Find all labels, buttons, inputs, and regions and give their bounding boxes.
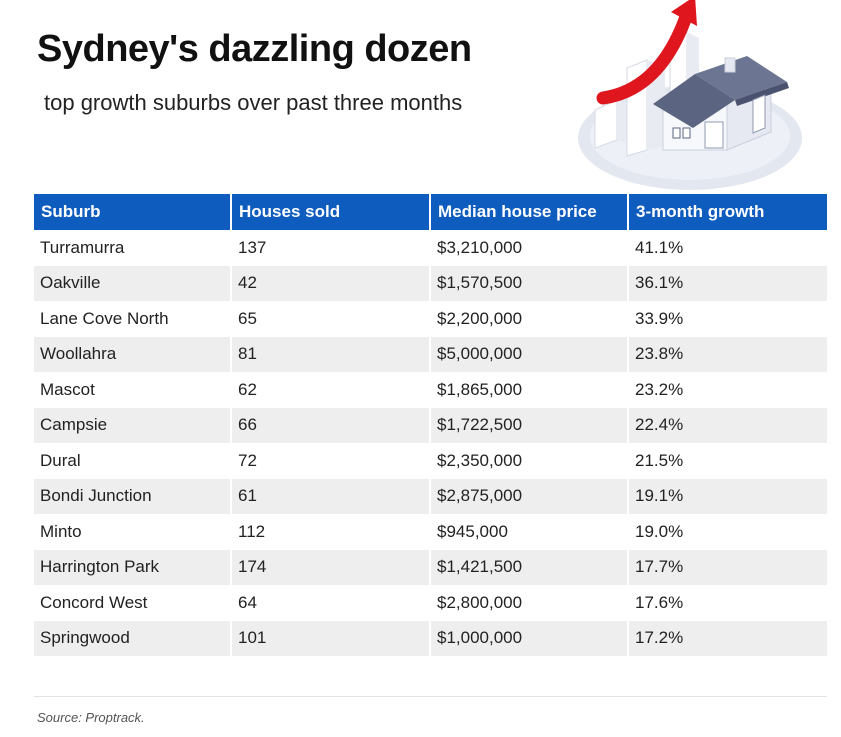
- column-header-growth: 3-month growth: [627, 194, 827, 230]
- cell-growth: 23.2%: [627, 372, 827, 408]
- cell-houses-sold: 112: [230, 514, 430, 550]
- cell-growth: 33.9%: [627, 301, 827, 337]
- cell-growth: 41.1%: [627, 230, 827, 266]
- cell-growth: 21.5%: [627, 443, 827, 479]
- cell-median-price: $1,865,000: [429, 372, 628, 408]
- table-row: Concord West 64 $2,800,000 17.6%: [34, 585, 827, 621]
- cell-growth: 19.1%: [627, 478, 827, 514]
- cell-suburb: Campsie: [34, 407, 231, 443]
- table-row: Harrington Park 174 $1,421,500 17.7%: [34, 549, 827, 585]
- cell-houses-sold: 174: [230, 549, 430, 585]
- table-header-row: Suburb Houses sold Median house price 3-…: [34, 194, 827, 230]
- cell-houses-sold: 66: [230, 407, 430, 443]
- table-row: Oakville 42 $1,570,500 36.1%: [34, 265, 827, 301]
- table-row: Dural 72 $2,350,000 21.5%: [34, 443, 827, 479]
- cell-suburb: Minto: [40, 521, 82, 541]
- cell-houses-sold: 61: [230, 478, 430, 514]
- cell-median-price: $1,570,500: [429, 265, 628, 301]
- table-row: Minto 112 $945,000 19.0%: [34, 514, 827, 550]
- cell-houses-sold: 42: [230, 265, 430, 301]
- table-row: Springwood 101 $1,000,000 17.2%: [34, 620, 827, 656]
- cell-median-price: $3,210,000: [429, 230, 628, 266]
- column-header-houses-sold: Houses sold: [230, 194, 430, 230]
- cell-suburb: Woollahra: [34, 336, 231, 372]
- cell-median-price: $1,421,500: [429, 549, 628, 585]
- cell-suburb: Lane Cove North: [40, 308, 169, 328]
- cell-growth: 19.0%: [627, 514, 827, 550]
- table-row: Bondi Junction 61 $2,875,000 19.1%: [34, 478, 827, 514]
- cell-houses-sold: 101: [230, 620, 430, 656]
- cell-houses-sold: 62: [230, 372, 430, 408]
- table-row: Mascot 62 $1,865,000 23.2%: [34, 372, 827, 408]
- cell-suburb: Concord West: [40, 592, 148, 612]
- cell-median-price: $1,000,000: [429, 620, 628, 656]
- cell-median-price: $2,200,000: [429, 301, 628, 337]
- cell-median-price: $2,350,000: [429, 443, 628, 479]
- cell-growth: 17.7%: [627, 549, 827, 585]
- cell-growth: 17.2%: [627, 620, 827, 656]
- cell-houses-sold: 64: [230, 585, 430, 621]
- cell-growth: 22.4%: [627, 407, 827, 443]
- growth-suburbs-table: Suburb Houses sold Median house price 3-…: [34, 194, 827, 656]
- cell-suburb: Oakville: [34, 265, 231, 301]
- table-row: Lane Cove North 65 $2,200,000 33.9%: [34, 301, 827, 337]
- cell-median-price: $1,722,500: [429, 407, 628, 443]
- table-row: Turramurra 137 $3,210,000 41.1%: [34, 230, 827, 266]
- cell-houses-sold: 81: [230, 336, 430, 372]
- column-header-suburb: Suburb: [34, 194, 231, 230]
- source-note: Source: Proptrack.: [37, 710, 145, 725]
- cell-median-price: $2,800,000: [429, 585, 628, 621]
- cell-suburb: Springwood: [34, 620, 231, 656]
- cell-houses-sold: 65: [230, 301, 430, 337]
- page-title: Sydney's dazzling dozen: [37, 28, 472, 70]
- cell-suburb: Bondi Junction: [34, 478, 231, 514]
- cell-suburb: Harrington Park: [34, 549, 231, 585]
- cell-houses-sold: 137: [230, 230, 430, 266]
- cell-suburb: Mascot: [40, 379, 95, 399]
- cell-median-price: $5,000,000: [429, 336, 628, 372]
- house-growth-arrow-icon: [578, 0, 802, 190]
- cell-suburb: Turramurra: [40, 237, 125, 257]
- cell-growth: 17.6%: [627, 585, 827, 621]
- table-row: Woollahra 81 $5,000,000 23.8%: [34, 336, 827, 372]
- table-row: Campsie 66 $1,722,500 22.4%: [34, 407, 827, 443]
- cell-houses-sold: 72: [230, 443, 430, 479]
- footer-divider: [34, 696, 827, 697]
- page-subtitle: top growth suburbs over past three month…: [44, 90, 463, 115]
- column-header-median-price: Median house price: [429, 194, 628, 230]
- cell-median-price: $2,875,000: [429, 478, 628, 514]
- table-body: Turramurra 137 $3,210,000 41.1% Oakville 42 $1…: [34, 230, 827, 656]
- cell-growth: 23.8%: [627, 336, 827, 372]
- cell-median-price: $945,000: [429, 514, 628, 550]
- cell-growth: 36.1%: [627, 265, 827, 301]
- cell-suburb: Dural: [40, 450, 81, 470]
